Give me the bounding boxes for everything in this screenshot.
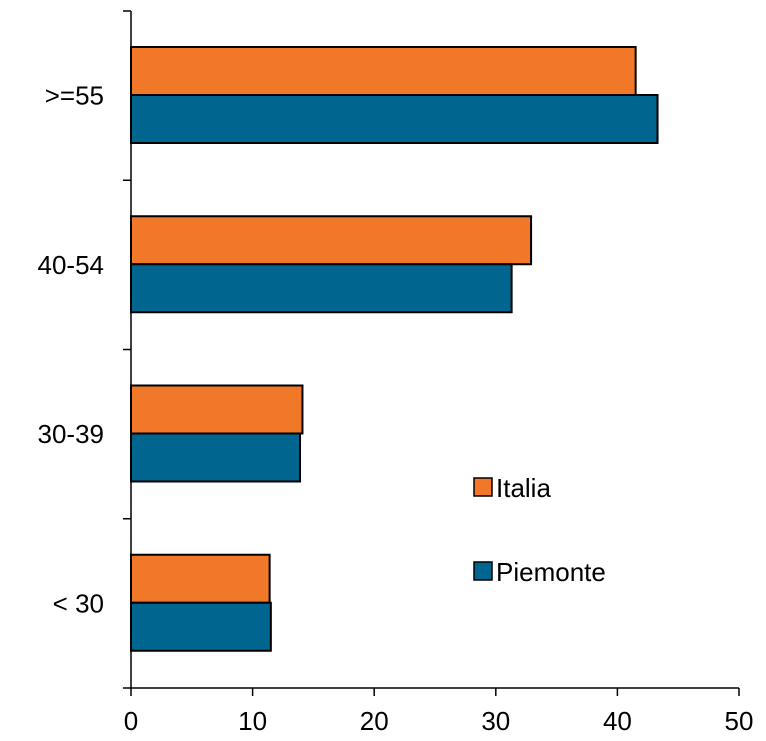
- legend-swatch-italia: [473, 477, 493, 497]
- axes: < 30 30-39 40-54 >=55 0 10 20 30 40 50: [38, 10, 754, 736]
- y-tick-label: 30-39: [38, 419, 105, 449]
- x-tick-label: 50: [725, 706, 754, 736]
- x-tick-label: 10: [238, 706, 267, 736]
- x-tick-label: 30: [481, 706, 510, 736]
- bars: [130, 46, 659, 652]
- bar-italia-1: [130, 384, 304, 435]
- legend-swatch-piemonte: [473, 561, 493, 581]
- legend: Italia Piemonte: [473, 473, 606, 587]
- x-tick-label: 0: [124, 706, 138, 736]
- bar-italia-2: [130, 215, 533, 266]
- legend-label-italia: Italia: [496, 473, 551, 503]
- bar-italia-0: [130, 553, 271, 604]
- bar-piemonte-3: [130, 94, 659, 144]
- y-tick-label: < 30: [53, 588, 104, 618]
- legend-label-piemonte: Piemonte: [496, 557, 606, 587]
- y-tick-label: >=55: [45, 81, 104, 111]
- y-tick-label: 40-54: [38, 250, 105, 280]
- x-tick-label: 20: [360, 706, 389, 736]
- bar-piemonte-1: [130, 432, 302, 483]
- x-tick-label: 40: [603, 706, 632, 736]
- bar-italia-3: [130, 46, 637, 96]
- bar-piemonte-0: [130, 601, 272, 652]
- bar-piemonte-2: [130, 263, 513, 314]
